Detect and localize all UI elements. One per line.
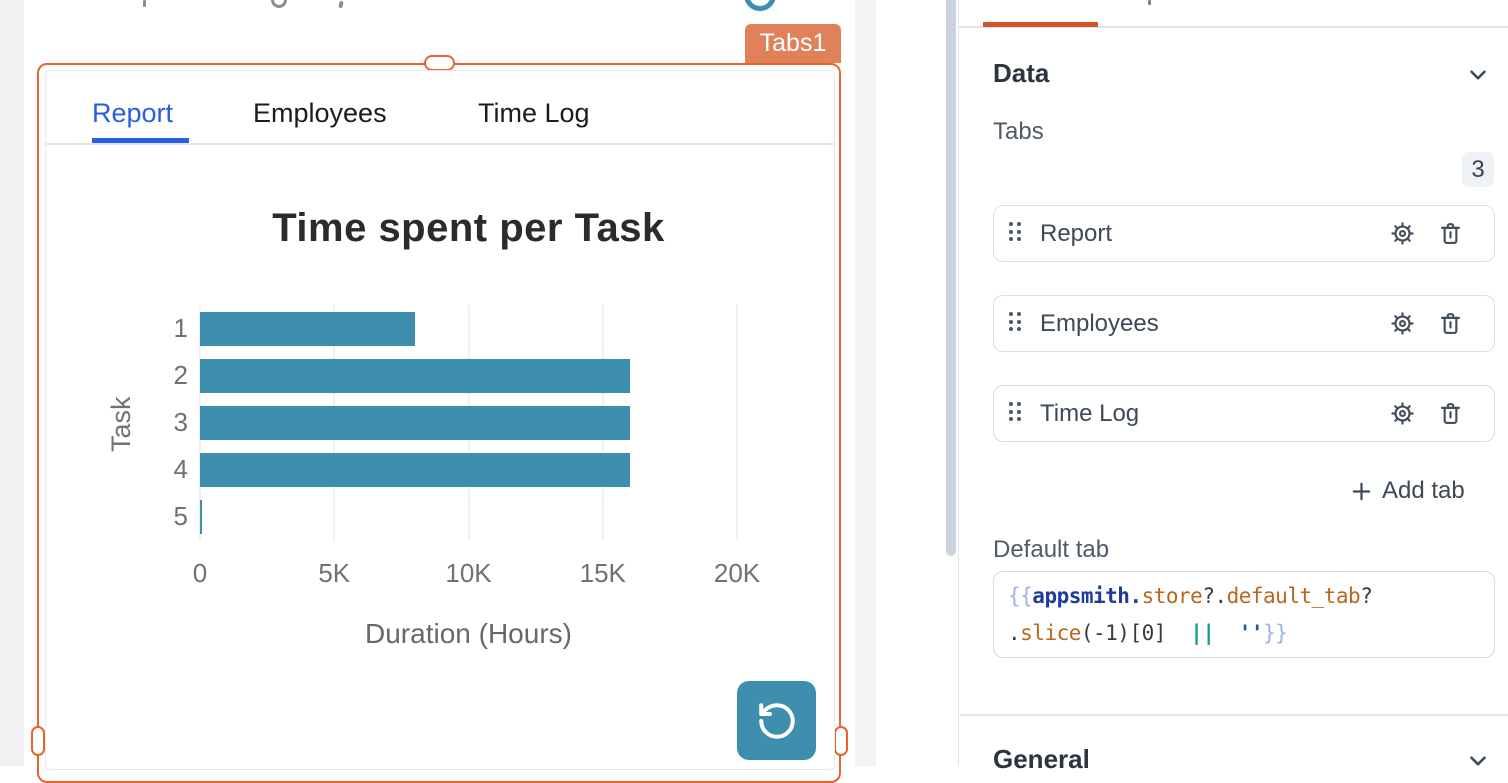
widget-tab-employees[interactable]: Employees: [253, 98, 387, 128]
pane-active-tab-underline[interactable]: [983, 22, 1098, 27]
chart-gridline: [736, 305, 738, 540]
chart-y-axis-title: Task: [106, 396, 136, 452]
tab-item-label: Time Log: [1040, 400, 1140, 427]
y-axis-tick-label: 4: [173, 454, 188, 484]
clipped-text-fragment: [143, 0, 146, 7]
chart-bar: [200, 405, 630, 440]
chart-bar: [200, 499, 203, 534]
clipped-refresh-icon: [742, 0, 780, 13]
canvas-right-gutter: [855, 0, 876, 766]
tab-item-label: Employees: [1040, 310, 1159, 337]
y-axis-tick-label: 3: [173, 407, 188, 437]
widget-name-badge[interactable]: Tabs1: [745, 24, 841, 63]
add-tab-label: Add tab: [1382, 477, 1465, 504]
refresh-icon: [756, 700, 798, 742]
drag-handle-icon[interactable]: [1009, 312, 1021, 331]
chart-refresh-button[interactable]: [737, 681, 816, 760]
code-line: {{appsmith.store?.default_tab?: [1008, 584, 1373, 608]
tab-list-item-report[interactable]: Report: [993, 205, 1495, 262]
trash-icon[interactable]: [1437, 220, 1464, 247]
gear-icon[interactable]: [1389, 400, 1416, 427]
x-axis-tick-label: 15K: [579, 558, 626, 588]
chart-x-axis-ticks: 0 5K 10K 15K 20K: [193, 558, 760, 590]
x-axis-tick-label: 20K: [713, 558, 761, 588]
chart-bar: [200, 311, 415, 346]
y-axis-tick-label: 2: [173, 360, 188, 390]
resize-handle-bottom-left[interactable]: [31, 726, 45, 756]
tab-list-item-timelog[interactable]: Time Log: [993, 385, 1495, 442]
x-axis-tick-label: 10K: [445, 558, 492, 588]
pane-scrollbar[interactable]: [946, 0, 956, 556]
section-divider: [960, 714, 1508, 716]
data-section-heading[interactable]: Data: [993, 58, 1050, 88]
chevron-down-icon[interactable]: [1465, 62, 1491, 88]
drag-handle-icon[interactable]: [1009, 222, 1021, 241]
active-tab-underline: [92, 138, 189, 143]
y-axis-tick-label: 1: [173, 313, 188, 343]
property-pane: Data Tabs 3 Report: [958, 0, 1508, 774]
widget-tab-report[interactable]: Report: [92, 98, 174, 128]
trash-icon[interactable]: [1437, 400, 1464, 427]
tab-list-item-employees[interactable]: Employees: [993, 295, 1495, 352]
code-line: .slice(-1)[0] || ''}}: [1008, 621, 1288, 645]
clipped-pane-tab-text: [1148, 0, 1151, 5]
tab-item-label: Report: [1040, 220, 1113, 247]
chevron-down-icon[interactable]: [1465, 748, 1491, 774]
x-axis-tick-label: 5K: [318, 558, 351, 588]
resize-handle-top[interactable]: [424, 55, 455, 71]
tabs-property-label: Tabs: [993, 118, 1044, 145]
chart-title: Time spent per Task: [272, 206, 665, 250]
default-tab-label: Default tab: [993, 536, 1110, 563]
canvas-left-gutter: [0, 0, 24, 766]
trash-icon[interactable]: [1437, 310, 1464, 337]
add-tab-button[interactable]: Add tab: [1350, 477, 1465, 505]
clipped-text-fragment: [271, 0, 287, 8]
chart-x-axis-title: Duration (Hours): [365, 618, 572, 649]
chart-plot-area: [199, 305, 738, 540]
drag-handle-icon[interactable]: [1009, 402, 1021, 421]
clipped-text-fragment: [338, 0, 344, 9]
default-tab-code-input[interactable]: {{appsmith.store?.default_tab? .slice(-1)…: [993, 571, 1495, 658]
widget-tab-timelog[interactable]: Time Log: [478, 98, 590, 128]
resize-handle-bottom-right[interactable]: [834, 726, 848, 756]
y-axis-tick-label: 5: [173, 501, 188, 531]
gear-icon[interactable]: [1389, 310, 1416, 337]
editor-canvas[interactable]: Tabs1 Report Employees Time Log Time spe…: [0, 0, 958, 783]
plus-icon: [1350, 480, 1373, 503]
chart-bar: [200, 358, 630, 393]
tabbar-divider: [46, 143, 834, 145]
chart-bar: [200, 452, 630, 487]
general-section-heading[interactable]: General: [993, 744, 1090, 774]
chart-y-axis-labels: 1 2 3 4 5: [140, 305, 188, 540]
tab-count-badge: 3: [1462, 152, 1494, 187]
gear-icon[interactable]: [1389, 220, 1416, 247]
x-axis-tick-label: 0: [192, 558, 208, 588]
pane-tabbar-divider: [959, 26, 1508, 28]
